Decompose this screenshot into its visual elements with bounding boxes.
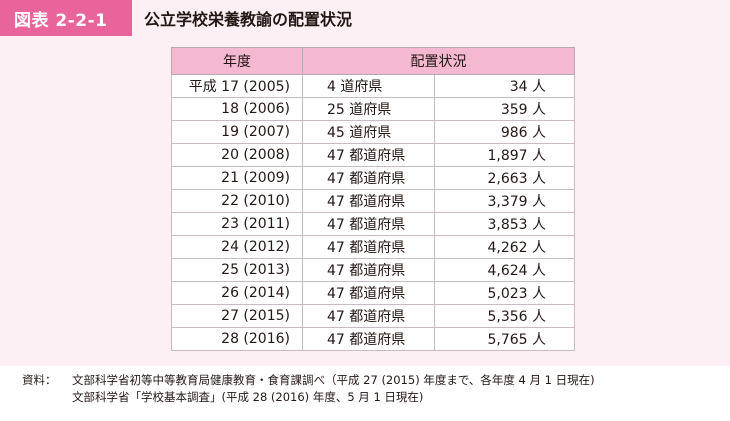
year-cell: 20 (2008)	[171, 143, 303, 167]
table-row: 28 (2016) 47 都道府県 5,765 人	[171, 327, 575, 351]
year-cell: 19 (2007)	[171, 120, 303, 144]
year-cell: 22 (2010)	[171, 189, 303, 213]
source-line-1: 文部科学省初等中等教育局健康教育・食育課調べ（平成 27 (2015) 年度まで…	[72, 373, 595, 387]
prefecture-count-cell: 47 都道府県	[302, 258, 435, 282]
year-cell: 平成 17 (2005)	[171, 74, 303, 98]
year-cell: 26 (2014)	[171, 281, 303, 305]
source-label: 資料：	[22, 373, 57, 387]
prefecture-count-cell: 47 都道府県	[302, 235, 435, 259]
table-row: 20 (2008) 47 都道府県 1,897 人	[171, 143, 575, 167]
prefecture-count-cell: 47 都道府県	[302, 281, 435, 305]
figure-title: 公立学校栄養教諭の配置状況	[144, 10, 353, 29]
table-row: 27 (2015) 47 都道府県 5,356 人	[171, 304, 575, 328]
teacher-count-cell: 2,663 人	[434, 166, 575, 190]
prefecture-count-cell: 25 道府県	[302, 97, 435, 121]
figure-number-badge: 図表 2-2-1	[0, 0, 132, 36]
table-row: 25 (2013) 47 都道府県 4,624 人	[171, 258, 575, 282]
table-header-row: 年度 配置状況	[171, 47, 575, 75]
table-row: 平成 17 (2005) 4 道府県 34 人	[171, 74, 575, 98]
year-cell: 24 (2012)	[171, 235, 303, 259]
teacher-count-cell: 4,624 人	[434, 258, 575, 282]
year-cell: 23 (2011)	[171, 212, 303, 236]
teacher-count-cell: 5,023 人	[434, 281, 575, 305]
prefecture-count-cell: 47 都道府県	[302, 212, 435, 236]
prefecture-count-cell: 47 都道府県	[302, 304, 435, 328]
year-cell: 27 (2015)	[171, 304, 303, 328]
prefecture-count-cell: 45 道府県	[302, 120, 435, 144]
table-row: 26 (2014) 47 都道府県 5,023 人	[171, 281, 575, 305]
teacher-count-cell: 3,379 人	[434, 189, 575, 213]
source-line-2: 文部科学省「学校基本調査」(平成 28 (2016) 年度、5 月 1 日現在)	[72, 390, 424, 404]
source-notes: 資料： 文部科学省初等中等教育局健康教育・食育課調べ（平成 27 (2015) 年…	[22, 372, 595, 406]
header-year: 年度	[171, 47, 303, 75]
table-row: 18 (2006) 25 道府県 359 人	[171, 97, 575, 121]
placement-table: 年度 配置状況 平成 17 (2005) 4 道府県 34 人 18 (2006) 25…	[171, 47, 575, 351]
prefecture-count-cell: 47 都道府県	[302, 143, 435, 167]
prefecture-count-cell: 47 都道府県	[302, 166, 435, 190]
teacher-count-cell: 5,765 人	[434, 327, 575, 351]
teacher-count-cell: 34 人	[434, 74, 575, 98]
teacher-count-cell: 4,262 人	[434, 235, 575, 259]
header-placement: 配置状況	[302, 47, 575, 75]
figure-header: 図表 2-2-1 公立学校栄養教諭の配置状況	[0, 0, 730, 36]
teacher-count-cell: 5,356 人	[434, 304, 575, 328]
prefecture-count-cell: 4 道府県	[302, 74, 435, 98]
teacher-count-cell: 3,853 人	[434, 212, 575, 236]
year-cell: 28 (2016)	[171, 327, 303, 351]
year-cell: 21 (2009)	[171, 166, 303, 190]
year-cell: 25 (2013)	[171, 258, 303, 282]
table-row: 22 (2010) 47 都道府県 3,379 人	[171, 189, 575, 213]
teacher-count-cell: 986 人	[434, 120, 575, 144]
table-row: 23 (2011) 47 都道府県 3,853 人	[171, 212, 575, 236]
table-row: 21 (2009) 47 都道府県 2,663 人	[171, 166, 575, 190]
table-row: 24 (2012) 47 都道府県 4,262 人	[171, 235, 575, 259]
teacher-count-cell: 1,897 人	[434, 143, 575, 167]
table-row: 19 (2007) 45 道府県 986 人	[171, 120, 575, 144]
teacher-count-cell: 359 人	[434, 97, 575, 121]
prefecture-count-cell: 47 都道府県	[302, 327, 435, 351]
prefecture-count-cell: 47 都道府県	[302, 189, 435, 213]
year-cell: 18 (2006)	[171, 97, 303, 121]
